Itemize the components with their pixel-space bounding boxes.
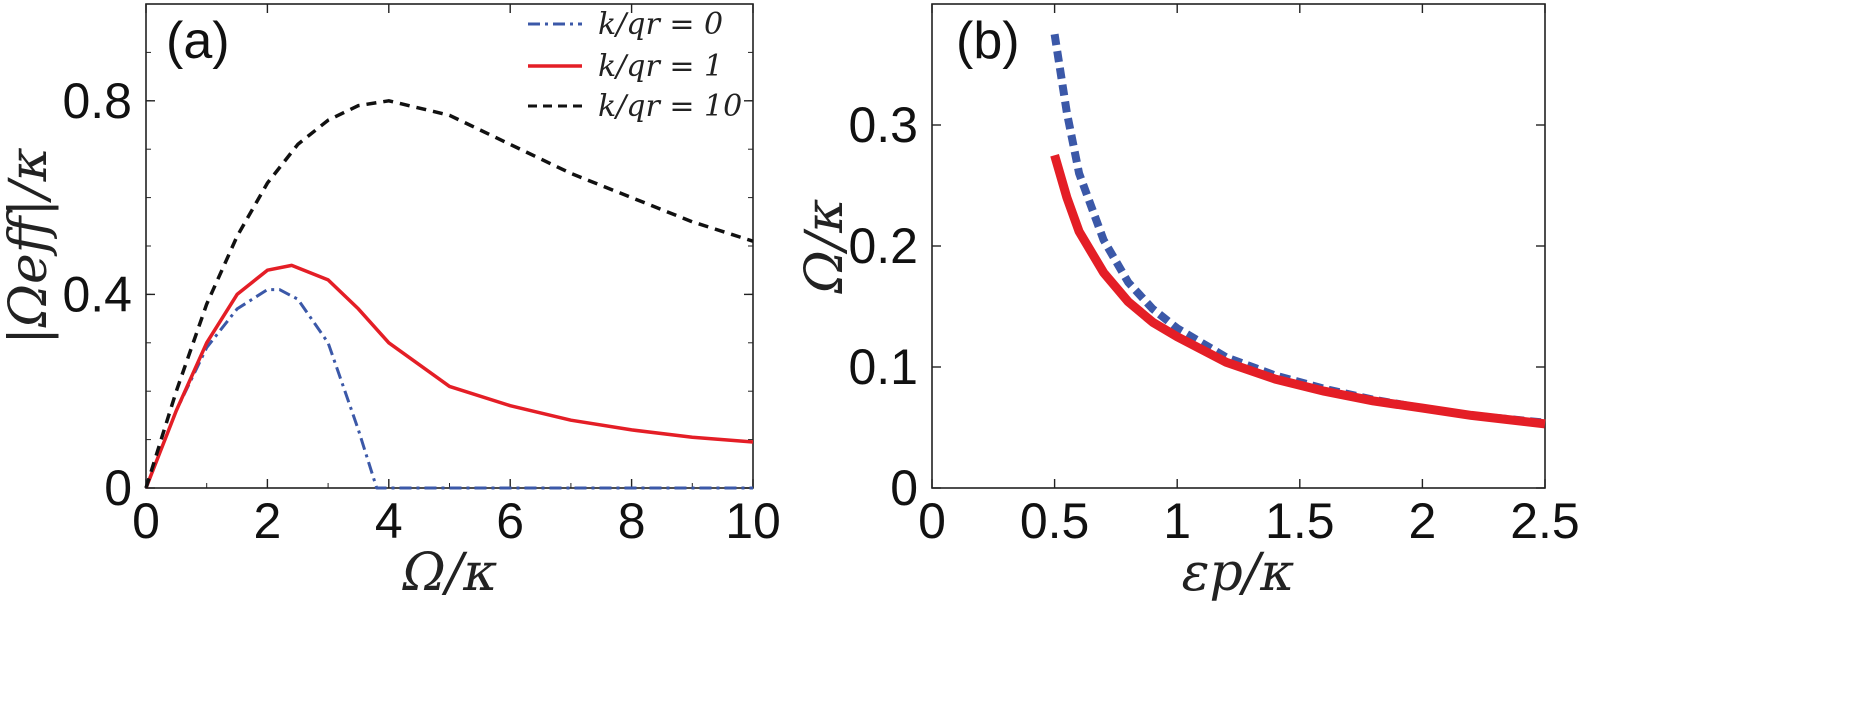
panel-a-xlabel: Ω/κ bbox=[402, 543, 498, 603]
legend-label-k1: k/qr = 1 bbox=[598, 49, 723, 84]
y-tick-label: 0.1 bbox=[848, 339, 918, 395]
panel-b: 0 0.5 1 1.5 2 2.5 0 0.1 0.2 0.3 (b) εp/κ Ω/κ bbox=[795, 3, 1580, 603]
series-line-b-1 bbox=[1050, 154, 1546, 429]
panel-b-ylabel: Ω/κ bbox=[795, 199, 855, 295]
y-tick-label: 0.2 bbox=[848, 218, 918, 274]
x-tick-label: 2 bbox=[1408, 493, 1436, 549]
panel-a-frame bbox=[145, 3, 754, 489]
panel-b-xlabel: εp/κ bbox=[1182, 543, 1295, 603]
panel-a-label: (a) bbox=[166, 12, 230, 70]
panel-a-legend: k/qr = 0 k/qr = 1 k/qr = 10 bbox=[528, 7, 742, 124]
x-tick-label: 2.5 bbox=[1510, 493, 1580, 549]
panel-b-series bbox=[1050, 33, 1546, 429]
y-tick-label: 0.4 bbox=[62, 266, 132, 322]
x-tick-label: 10 bbox=[725, 493, 781, 549]
series-line-a-0 bbox=[144, 288, 753, 490]
y-tick-label: 0.3 bbox=[848, 97, 918, 153]
x-tick-label: 0 bbox=[918, 493, 946, 549]
panel-b-label: (b) bbox=[956, 12, 1020, 70]
x-tick-label: 6 bbox=[496, 493, 524, 549]
panel-a: 0 2 4 6 8 10 0 0.4 0.8 (a) k/qr = 0 k/qr = 1 k/q… bbox=[0, 3, 781, 603]
y-tick-label: 0.8 bbox=[62, 73, 132, 129]
panel-b-tick-labels: 0 0.5 1 1.5 2 2.5 0 0.1 0.2 0.3 bbox=[848, 97, 1579, 549]
panel-a-tick-labels: 0 2 4 6 8 10 0 0.4 0.8 bbox=[62, 73, 780, 549]
x-tick-label: 0.5 bbox=[1020, 493, 1090, 549]
x-tick-label: 4 bbox=[375, 493, 403, 549]
panel-a-series bbox=[144, 99, 754, 490]
x-tick-label: 2 bbox=[253, 493, 281, 549]
x-tick-label: 8 bbox=[618, 493, 646, 549]
legend-label-k0: k/qr = 0 bbox=[598, 7, 723, 42]
y-tick-label: 0 bbox=[104, 460, 132, 516]
panel-a-ylabel: |Ωeff|/κ bbox=[0, 147, 59, 344]
x-tick-label: 0 bbox=[132, 493, 160, 549]
series-line-a-2 bbox=[144, 99, 754, 489]
series-line-a-1 bbox=[144, 263, 754, 489]
y-tick-label: 0 bbox=[890, 460, 918, 516]
panel-b-ticks bbox=[931, 4, 1546, 489]
legend-label-k10: k/qr = 10 bbox=[598, 89, 742, 124]
x-tick-label: 1 bbox=[1163, 493, 1191, 549]
x-tick-label: 1.5 bbox=[1265, 493, 1335, 549]
